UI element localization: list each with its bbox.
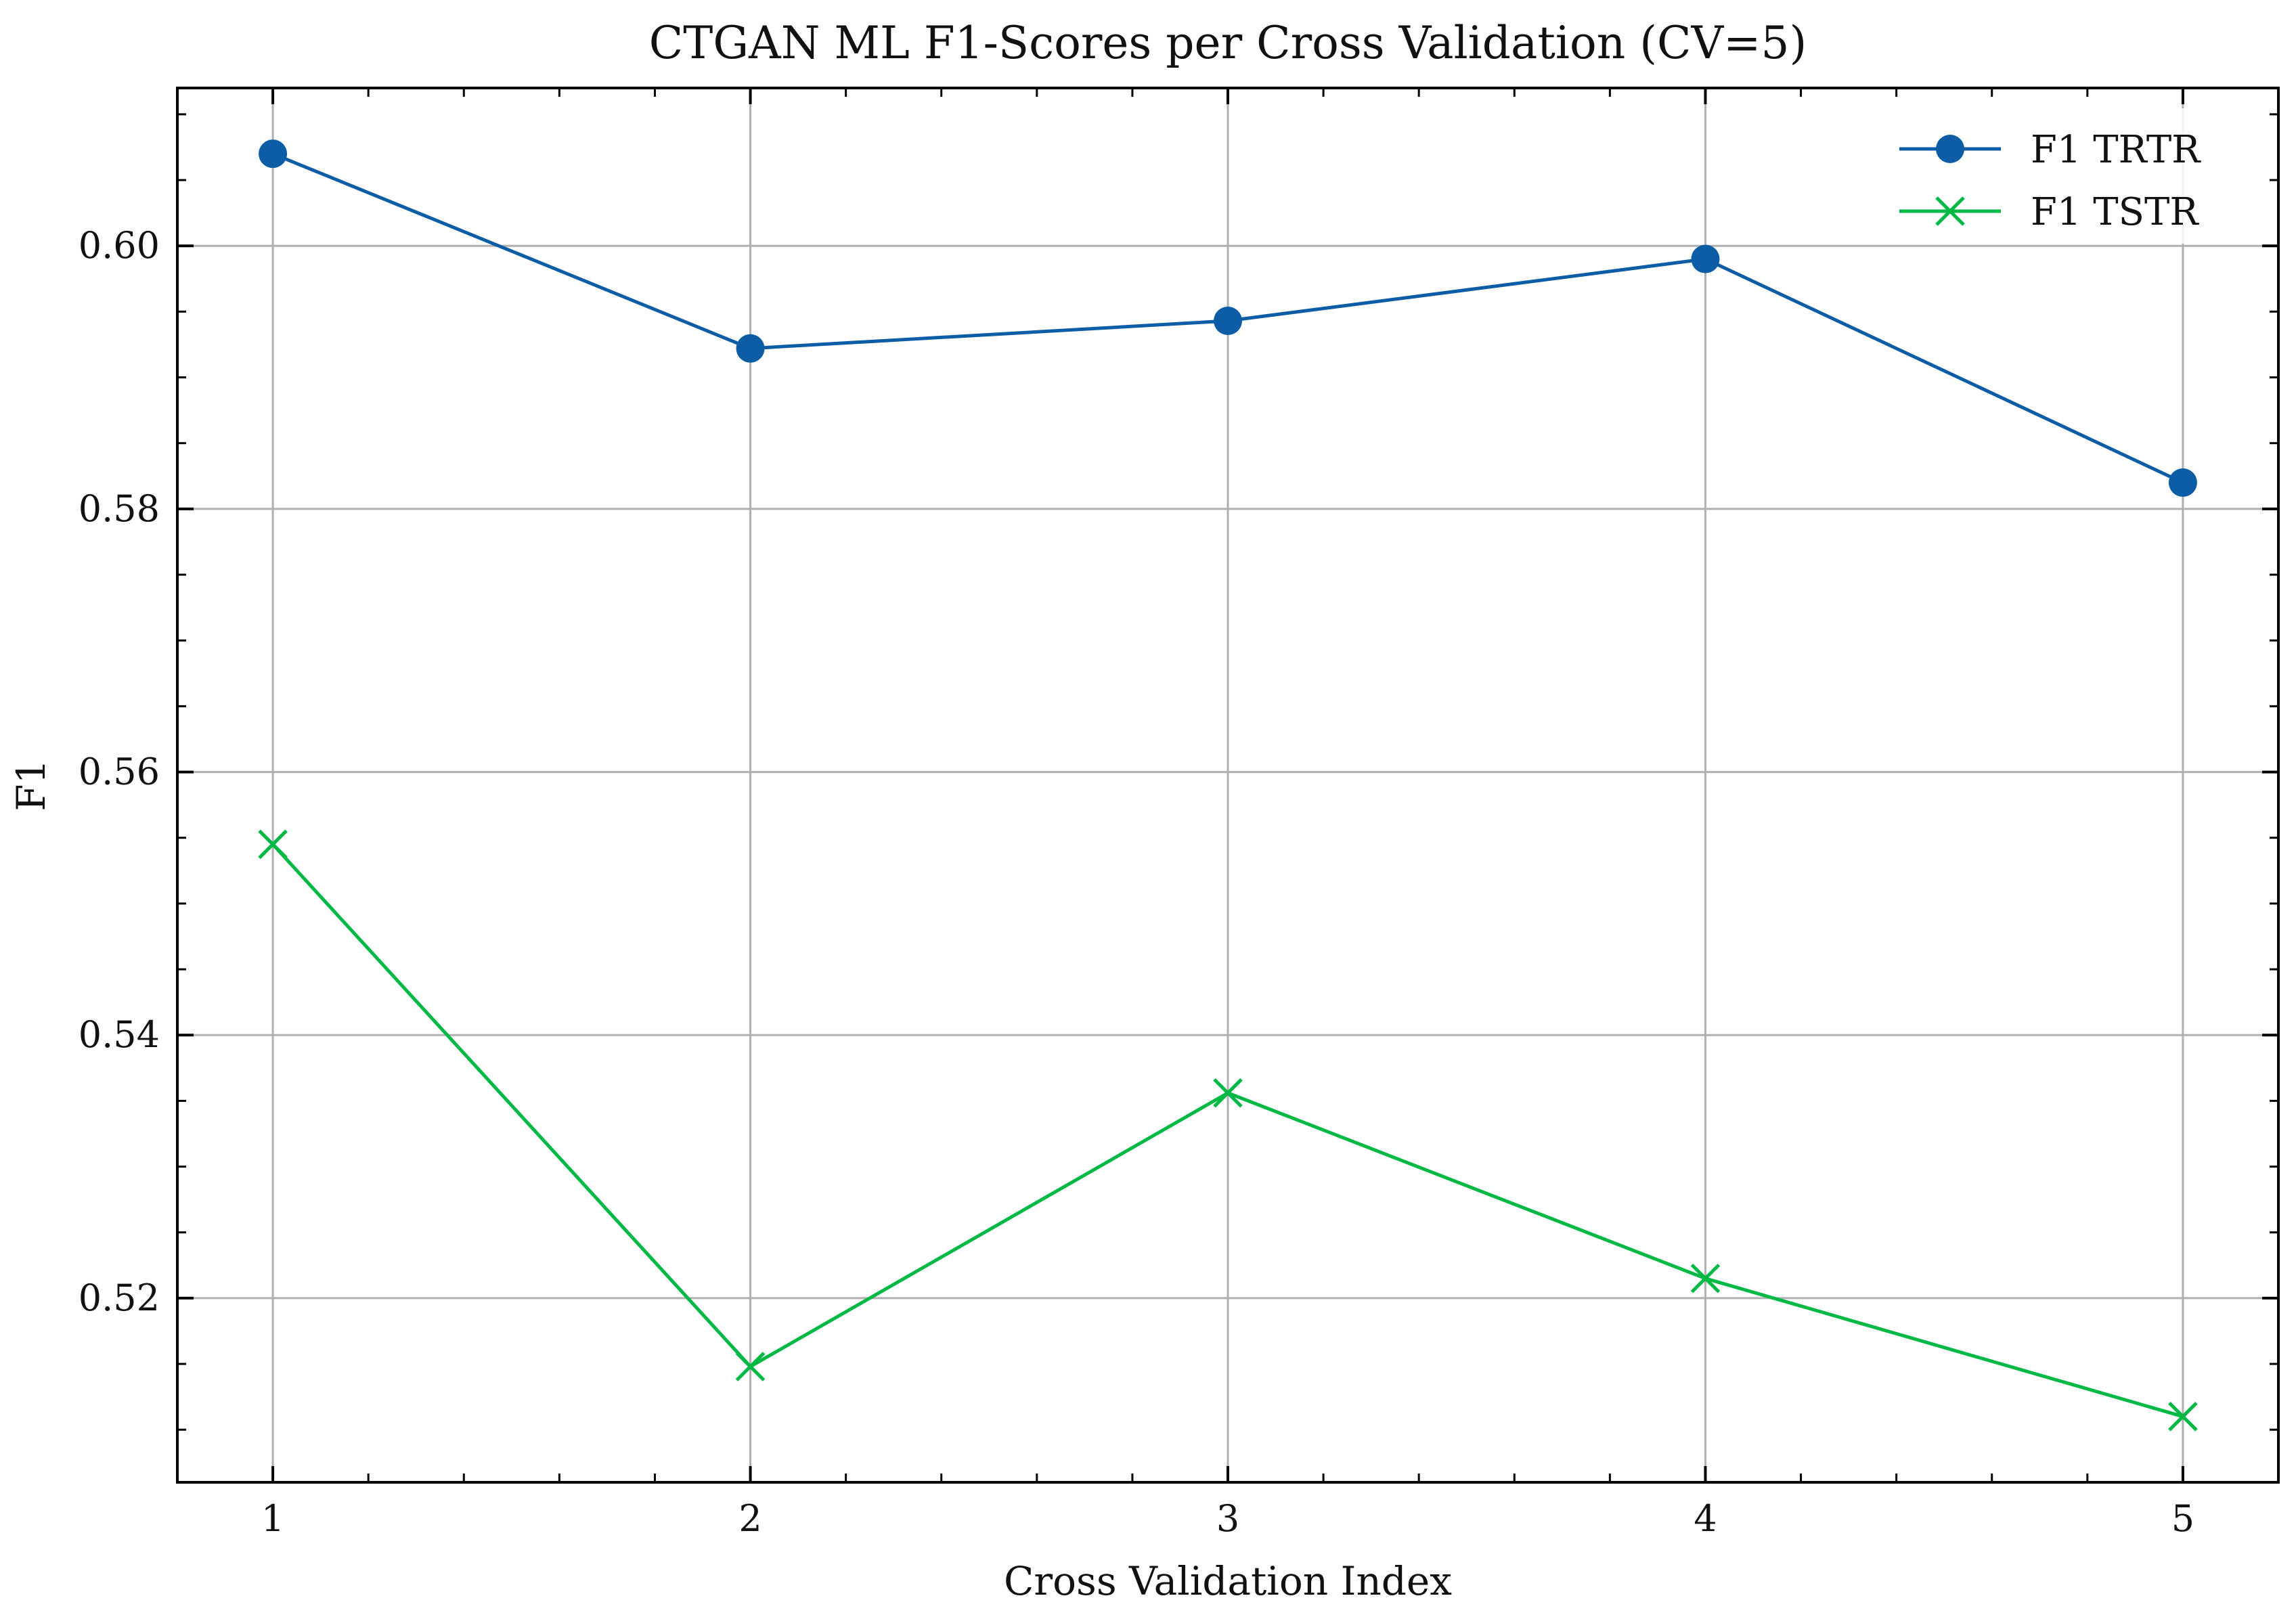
data-point-stroke bbox=[2168, 1402, 2198, 1432]
series-f1-trtr bbox=[259, 139, 2197, 497]
data-point-stroke bbox=[735, 1352, 766, 1381]
y-tick-label: 0.60 bbox=[79, 224, 160, 267]
legend-marker bbox=[1935, 196, 1965, 226]
legend-marker bbox=[1936, 135, 1964, 163]
legend-label: F1 TSTR bbox=[2031, 190, 2199, 234]
legend-entry: F1 TSTR bbox=[1899, 190, 2199, 234]
data-point bbox=[1691, 244, 1720, 273]
data-point bbox=[1690, 1264, 1721, 1293]
data-point bbox=[1213, 1078, 1243, 1108]
y-tick-label: 0.52 bbox=[79, 1277, 160, 1319]
x-tick-label: 1 bbox=[261, 1497, 284, 1540]
legend: F1 TRTR F1 TSTR bbox=[1875, 108, 2261, 244]
data-point bbox=[735, 1352, 766, 1381]
y-tick-label: 0.54 bbox=[79, 1013, 160, 1056]
chart-title: CTGAN ML F1-Scores per Cross Validation … bbox=[649, 17, 1807, 69]
y-axis-label: F1 bbox=[8, 759, 54, 811]
axis-ticks: 1 2 3 4 5 0.52 0.54 0.56 0.58 0.60 bbox=[79, 88, 2280, 1540]
data-point bbox=[736, 334, 765, 363]
legend-marker-stroke bbox=[1935, 196, 1965, 226]
x-tick-label: 4 bbox=[1694, 1497, 1717, 1540]
legend-label: F1 TRTR bbox=[2031, 128, 2201, 172]
data-point bbox=[2168, 1402, 2198, 1432]
data-point bbox=[258, 829, 288, 860]
data-point-stroke bbox=[1690, 1264, 1721, 1293]
series-group bbox=[258, 139, 2198, 1432]
x-axis-label: Cross Validation Index bbox=[1004, 1558, 1452, 1604]
data-point bbox=[2168, 468, 2197, 497]
legend-entry: F1 TRTR bbox=[1899, 128, 2201, 172]
grid-lines bbox=[177, 88, 2278, 1482]
x-tick-label: 2 bbox=[738, 1497, 761, 1540]
x-tick-label: 5 bbox=[2171, 1497, 2194, 1540]
x-tick-label: 3 bbox=[1216, 1497, 1239, 1540]
data-point-stroke bbox=[1213, 1078, 1243, 1108]
data-point bbox=[1214, 306, 1242, 335]
y-tick-label: 0.56 bbox=[79, 751, 160, 793]
data-point bbox=[259, 139, 288, 169]
data-point-stroke bbox=[258, 829, 288, 860]
series-f1-tstr bbox=[258, 829, 2198, 1432]
y-tick-label: 0.58 bbox=[79, 487, 160, 530]
